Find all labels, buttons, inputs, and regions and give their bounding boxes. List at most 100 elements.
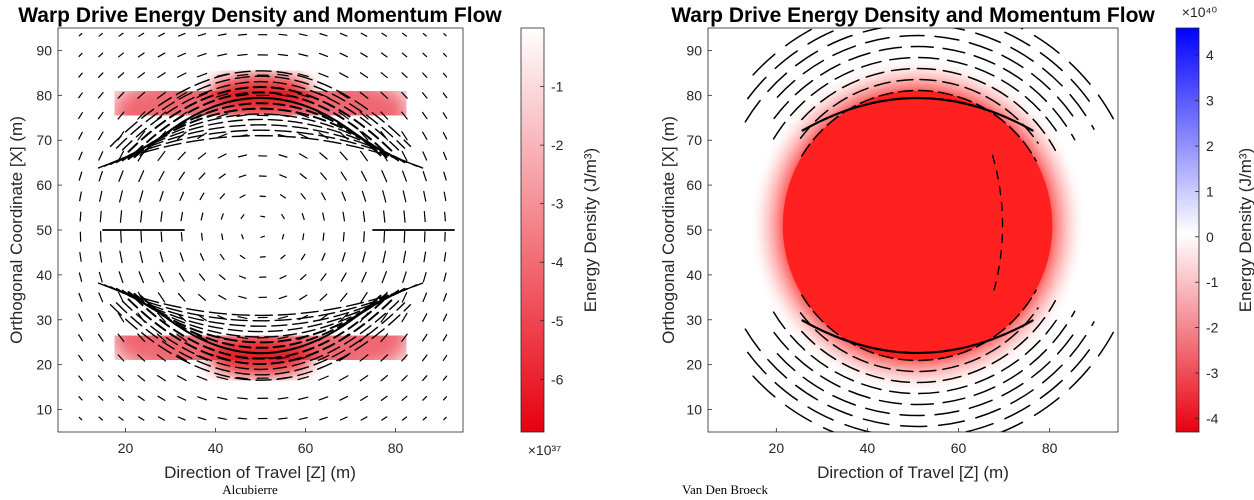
flow-tick <box>359 354 369 362</box>
flow-tick <box>381 416 388 421</box>
flow-tick <box>297 92 310 98</box>
colorbar-tick-label: -5 <box>551 313 564 329</box>
streamline <box>109 303 412 381</box>
y-tick-label: 70 <box>686 132 702 148</box>
flow-tick <box>362 251 366 263</box>
flow-tick <box>277 73 289 77</box>
flow-tick <box>339 52 348 58</box>
flow-tick <box>78 112 83 119</box>
flow-tick <box>339 416 348 421</box>
flow-tick <box>241 234 244 240</box>
flow-tick <box>200 212 204 221</box>
colorbar-tick-label: -4 <box>551 254 564 270</box>
flow-tick <box>237 316 248 320</box>
flow-tick <box>422 395 428 401</box>
y-tick-label: 10 <box>686 402 702 418</box>
colorbar-tick-label: -1 <box>1206 274 1219 290</box>
flow-tick <box>97 111 104 120</box>
streamline <box>109 124 412 166</box>
flow-tick <box>380 111 389 120</box>
flow-tick <box>156 333 167 343</box>
flow-tick <box>301 213 305 220</box>
flow-tick <box>443 293 447 302</box>
flow-tick <box>442 354 448 362</box>
flow-tick <box>402 271 407 283</box>
flow-tick <box>299 274 307 281</box>
flow-tick <box>78 334 83 342</box>
flow-tick <box>383 210 386 223</box>
streamline <box>801 67 1057 151</box>
flow-tick <box>99 190 103 202</box>
chart-title: Warp Drive Energy Density and Momentum F… <box>671 4 1155 27</box>
flow-tick <box>98 32 103 37</box>
flow-tick <box>216 93 229 98</box>
flow-tick <box>298 133 309 139</box>
flow-tick <box>317 112 330 119</box>
flow-tick <box>97 333 104 342</box>
streamline <box>109 285 412 327</box>
y-tick-label: 30 <box>36 312 52 328</box>
flow-tick <box>277 134 289 138</box>
flow-tick <box>363 231 365 243</box>
flow-tick <box>78 272 83 282</box>
flow-tick <box>278 33 288 36</box>
flow-tick <box>281 233 285 240</box>
flow-tick <box>421 354 428 362</box>
flow-tick <box>297 112 310 119</box>
flow-tick <box>318 375 329 381</box>
flow-tick <box>277 397 289 400</box>
flow-tick <box>176 131 187 140</box>
flow-tick <box>138 271 144 284</box>
flow-tick <box>442 313 448 322</box>
streamline <box>776 332 1076 417</box>
flow-tick <box>196 112 208 119</box>
flow-tick <box>421 92 428 99</box>
flow-tick <box>138 416 145 421</box>
streamline <box>139 96 382 157</box>
flow-tick <box>240 214 245 219</box>
flow-tick <box>340 171 347 181</box>
flow-tick <box>321 192 326 201</box>
streamline <box>103 129 418 167</box>
flow-tick <box>199 192 205 201</box>
flow-tick <box>423 251 427 263</box>
flow-tick <box>137 111 146 120</box>
flow-tick <box>196 72 208 78</box>
flow-tick <box>219 253 225 261</box>
flow-tick <box>137 150 145 162</box>
flow-tick <box>98 313 104 323</box>
flow-tick <box>320 172 327 180</box>
flow-tick <box>401 395 408 401</box>
colorbar-tick-label: -2 <box>1206 320 1219 336</box>
y-axis-label: Orthogonal Coordinate [X] (m) <box>659 116 678 344</box>
flow-tick <box>120 230 122 244</box>
flow-tick <box>197 52 207 57</box>
flow-tick <box>359 111 369 120</box>
flow-tick <box>237 154 248 158</box>
x-axis-label: Direction of Travel [Z] (m) <box>164 463 356 482</box>
flow-tick <box>442 334 448 342</box>
flow-tick <box>78 416 83 421</box>
flow-tick <box>340 272 347 282</box>
flow-tick <box>423 190 427 202</box>
colorbar-exponent: ×10³⁷ <box>528 442 561 458</box>
flow-tick <box>177 416 186 421</box>
x-tick-label: 20 <box>769 440 785 456</box>
flow-tick <box>159 251 164 263</box>
flow-tick <box>139 250 144 263</box>
flow-tick <box>237 33 248 36</box>
flow-tick <box>442 112 448 119</box>
x-tick-label: 60 <box>298 440 314 456</box>
flow-tick <box>402 190 407 203</box>
flow-tick <box>78 52 83 58</box>
flow-tick <box>117 150 125 162</box>
streamline <box>121 81 400 151</box>
flow-tick <box>422 151 428 161</box>
y-axis-label: Orthogonal Coordinate [X] (m) <box>7 116 26 344</box>
flow-tick <box>278 154 288 158</box>
streamline <box>991 154 1004 297</box>
flow-tick <box>117 131 125 141</box>
flow-tick <box>217 315 228 321</box>
flow-tick <box>317 354 330 362</box>
flow-tick <box>79 211 82 222</box>
